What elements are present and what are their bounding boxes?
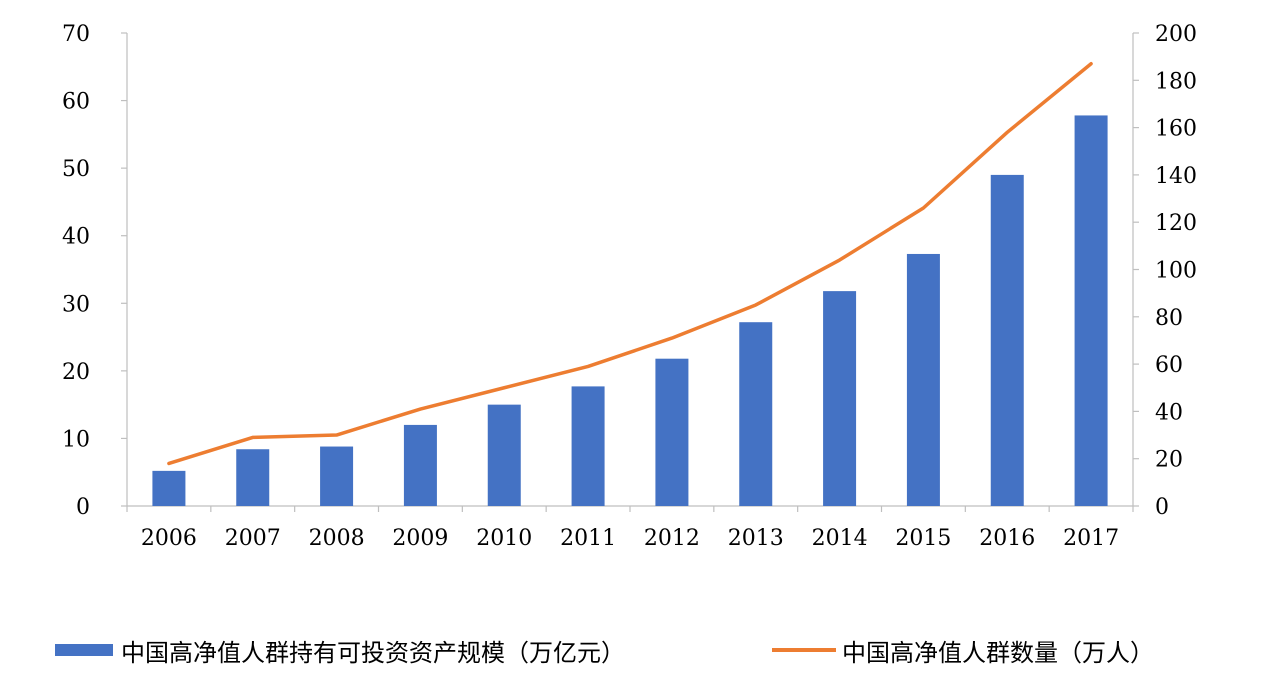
right-tick-label: 180	[1155, 69, 1197, 94]
bar	[823, 291, 857, 506]
x-tick-label: 2010	[476, 526, 532, 551]
bar	[152, 470, 186, 506]
bar-series	[152, 115, 1108, 507]
x-tick-label: 2012	[644, 526, 700, 551]
x-axis-labels: 2006 2007 2008 2009 2010 2011 2012 2013 2014 2015…	[126, 506, 1134, 551]
legend-line-swatch	[772, 648, 836, 652]
x-tick-label: 2007	[225, 526, 281, 551]
right-tick-label: 160	[1155, 117, 1197, 142]
bar	[990, 174, 1024, 506]
x-tick-label: 2009	[392, 526, 448, 551]
bar	[906, 253, 940, 506]
x-tick-label: 2008	[309, 526, 365, 551]
bar	[236, 449, 270, 506]
bar	[320, 446, 354, 506]
left-axis-ticks: 0 10 20 30 40 50 60 70	[62, 22, 127, 520]
right-tick-label: 60	[1155, 353, 1183, 378]
legend-item-line: 中国高净值人群数量（万人）	[772, 632, 1154, 668]
left-tick-label: 0	[76, 495, 90, 520]
left-tick-label: 20	[62, 360, 90, 385]
legend-line-label: 中国高净值人群数量（万人）	[842, 638, 1154, 667]
left-tick-label: 30	[62, 292, 90, 317]
x-tick-label: 2016	[979, 526, 1035, 551]
legend-item-bar: 中国高净值人群持有可投资资产规模（万亿元）	[55, 632, 625, 668]
legend-bar-swatch	[55, 644, 113, 656]
right-tick-label: 80	[1155, 306, 1183, 331]
x-tick-label: 2006	[141, 526, 197, 551]
x-tick-label: 2017	[1063, 526, 1119, 551]
x-tick-label: 2015	[895, 526, 951, 551]
bar	[403, 424, 437, 506]
left-tick-label: 10	[62, 427, 90, 452]
line-series	[167, 61, 1093, 466]
bar	[487, 404, 521, 506]
right-tick-label: 40	[1155, 400, 1183, 425]
right-tick-label: 0	[1155, 495, 1169, 520]
right-tick-label: 20	[1155, 448, 1183, 473]
left-tick-label: 50	[62, 157, 90, 182]
bar	[655, 358, 689, 506]
bar	[739, 322, 773, 506]
right-tick-label: 120	[1155, 211, 1197, 236]
right-axis-ticks: 0 20 40 60 80 100 120 140 160 180 200	[1133, 22, 1197, 520]
left-tick-label: 60	[62, 90, 90, 115]
legend-bar-label: 中国高净值人群持有可投资资产规模（万亿元）	[121, 638, 625, 667]
right-tick-label: 200	[1155, 22, 1197, 47]
bar	[571, 386, 605, 506]
bar	[1074, 115, 1108, 507]
series-line	[167, 61, 1093, 466]
right-tick-label: 100	[1155, 259, 1197, 284]
x-tick-label: 2014	[812, 526, 868, 551]
left-tick-label: 70	[62, 22, 90, 47]
right-tick-label: 140	[1155, 164, 1197, 189]
x-tick-label: 2011	[560, 526, 616, 551]
left-tick-label: 40	[62, 225, 90, 250]
x-tick-label: 2013	[728, 526, 784, 551]
